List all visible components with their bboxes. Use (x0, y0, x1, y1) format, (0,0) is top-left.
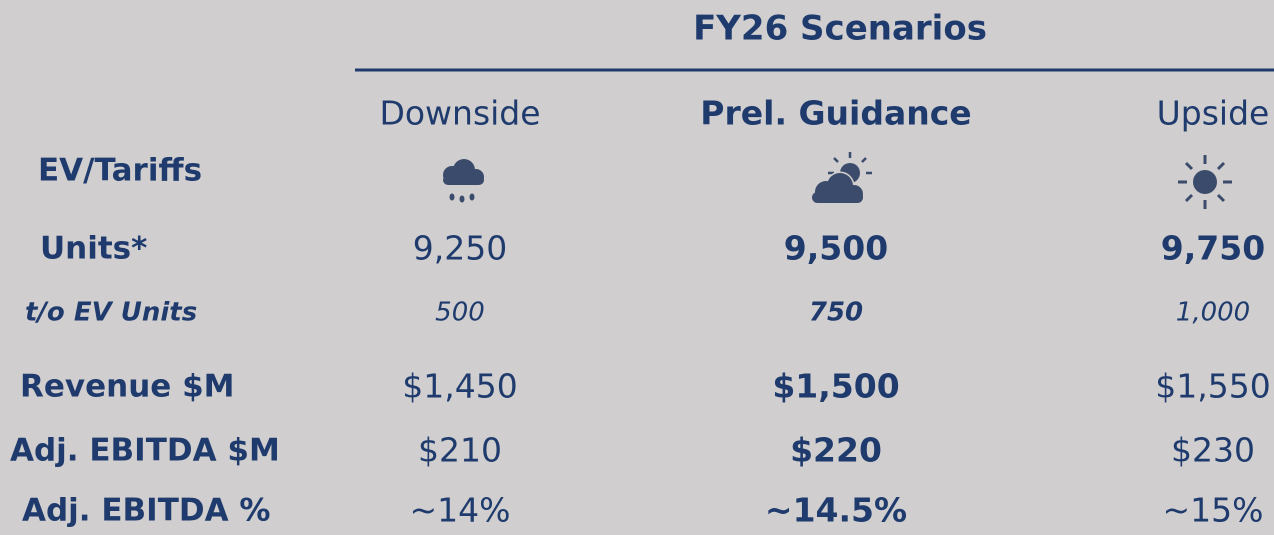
cell: 9,750 (1161, 229, 1265, 268)
cell: ~14% (410, 491, 511, 530)
condition-label: EV/Tariffs (38, 153, 202, 189)
column-header: Prel. Guidance (700, 94, 971, 133)
cell: $230 (1171, 431, 1255, 470)
rain-icon (443, 159, 484, 203)
column-header: Downside (379, 94, 540, 133)
cell: 500 (435, 298, 485, 328)
cell: 1,000 (1176, 298, 1250, 328)
cell: 9,250 (413, 229, 507, 268)
row-label: Revenue $M (20, 369, 235, 405)
cell: 9,500 (784, 229, 888, 268)
title: FY26 Scenarios (693, 9, 987, 49)
column-header: Upside (1157, 94, 1270, 133)
cell: $220 (790, 431, 882, 470)
row-label: Adj. EBITDA $M (10, 433, 280, 469)
partly-cloudy-icon (812, 152, 872, 205)
cell: $1,550 (1155, 367, 1270, 406)
sun-icon (1178, 155, 1232, 209)
row-label: t/o EV Units (25, 298, 197, 328)
cell: ~14.5% (765, 491, 907, 530)
cell: $1,450 (402, 367, 517, 406)
row-label: Units* (40, 231, 147, 267)
cell: $1,500 (772, 367, 899, 406)
cell: 750 (809, 298, 863, 328)
row-label: Adj. EBITDA % (22, 493, 270, 529)
cell: $210 (418, 431, 502, 470)
cell: ~15% (1163, 491, 1264, 530)
